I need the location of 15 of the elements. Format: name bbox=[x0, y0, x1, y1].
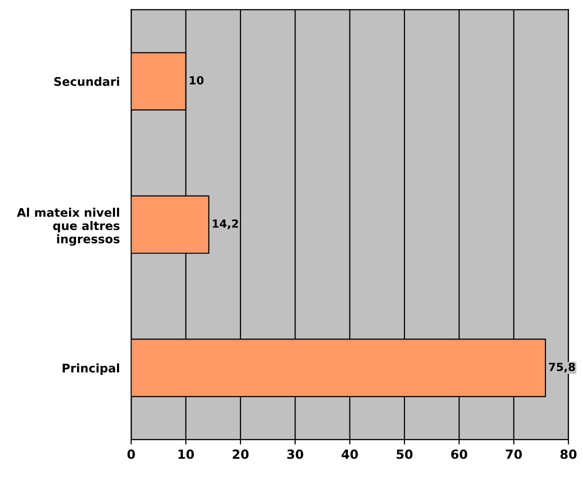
x-tick-label: 20 bbox=[232, 449, 249, 459]
data-label: 10 bbox=[190, 76, 204, 85]
y-tick-label: Secundari bbox=[54, 76, 120, 86]
x-tick-label: 30 bbox=[287, 449, 304, 459]
y-tick-label: Al mateix nivell que altres ingressos bbox=[16, 208, 120, 246]
x-tick-label: 70 bbox=[506, 449, 522, 459]
x-tick-label: 40 bbox=[342, 449, 358, 459]
x-tick-label: 80 bbox=[560, 449, 577, 459]
x-tick-label: 10 bbox=[178, 449, 194, 459]
y-tick-label: Principal bbox=[62, 363, 120, 375]
x-tick-label: 50 bbox=[396, 449, 413, 459]
x-tick-label: 60 bbox=[451, 449, 468, 459]
data-label: 14,2 bbox=[212, 219, 238, 230]
data-label: 75,8 bbox=[548, 362, 575, 373]
x-tick-label: 0 bbox=[127, 449, 135, 459]
